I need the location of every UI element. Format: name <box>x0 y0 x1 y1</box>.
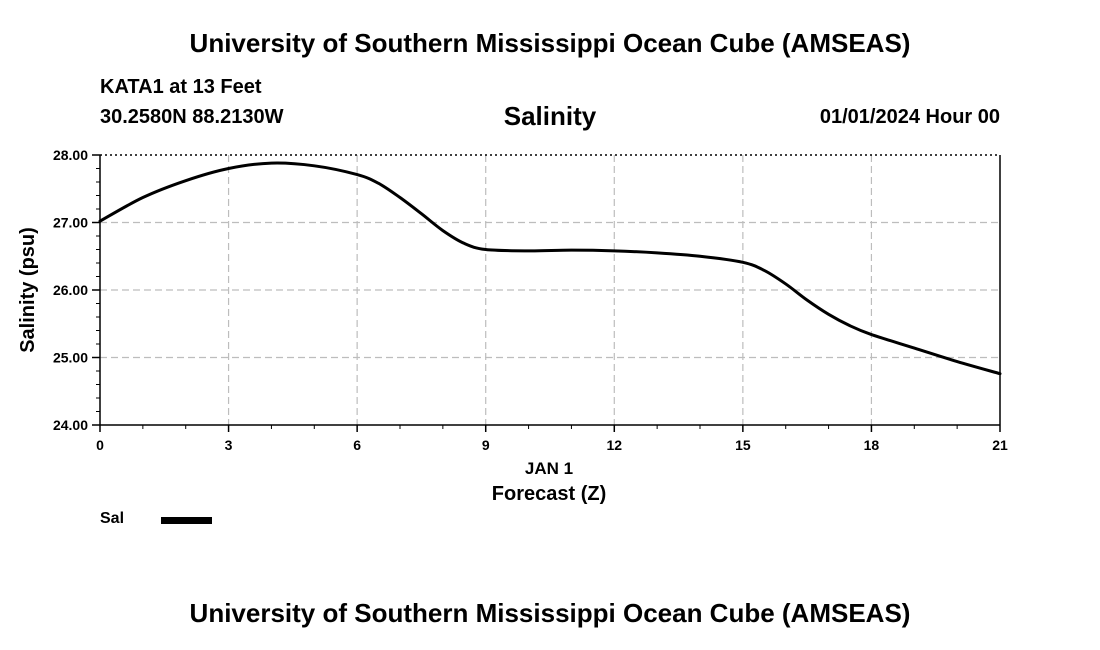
series-lines <box>98 161 1002 376</box>
y-axis-title: Salinity (psu) <box>17 227 39 353</box>
x-tick-label: 6 <box>353 437 361 453</box>
footer-title: University of Southern Mississippi Ocean… <box>189 598 911 628</box>
axis-ticks <box>92 154 1001 432</box>
y-tick-label: 24.00 <box>53 417 88 433</box>
legend-swatch <box>161 517 212 524</box>
station-coordinates: 30.2580N 88.2130W <box>100 106 284 128</box>
x-tick-label: 9 <box>482 437 490 453</box>
x-tick-label: 15 <box>735 437 751 453</box>
y-tick-label: 27.00 <box>53 215 88 231</box>
y-tick-label: 26.00 <box>53 282 88 298</box>
station-label: KATA1 at 13 Feet <box>100 76 262 98</box>
x-tick-label: 18 <box>864 437 880 453</box>
chart-title: Salinity <box>503 101 597 131</box>
x-date-label: JAN 1 <box>525 459 573 478</box>
y-tick-label: 25.00 <box>53 350 88 366</box>
series-line-sal <box>98 161 1002 376</box>
x-tick-label: 3 <box>225 437 233 453</box>
tick-labels: 0 3 6 9 12 15 18 21 24.00 25.00 26.00 27.00 28.00 <box>53 147 1008 453</box>
grid-lines <box>100 155 1000 425</box>
report-title: University of Southern Mississippi Ocean… <box>189 28 911 58</box>
legend-label: Sal <box>100 510 125 527</box>
forecast-datetime: 01/01/2024 Hour 00 <box>819 106 1000 128</box>
x-tick-label: 12 <box>606 437 622 453</box>
x-tick-label: 21 <box>992 437 1008 453</box>
x-tick-label: 0 <box>96 437 104 453</box>
x-axis-title: Forecast (Z) <box>492 483 606 505</box>
y-tick-label: 28.00 <box>53 147 88 163</box>
